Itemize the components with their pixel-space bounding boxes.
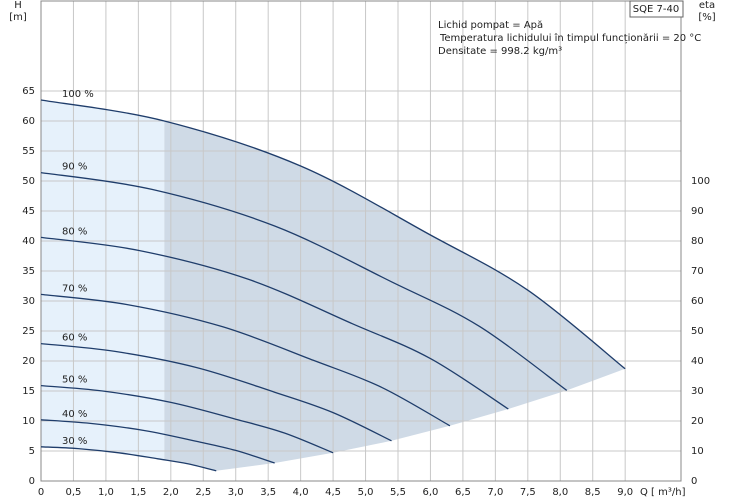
x-tick-label: 6,5	[455, 487, 471, 498]
y2-tick-label: 10	[691, 446, 704, 457]
curve-label: 90 %	[62, 162, 87, 173]
y-tick-label: 5	[29, 446, 35, 457]
y2-tick-label: 0	[691, 476, 697, 487]
speed-curve	[40, 99, 626, 370]
y-tick-label: 30	[22, 296, 35, 307]
title-box	[629, 0, 684, 18]
chart-title: SQE 7-40	[633, 4, 679, 15]
y2-axis-unit: [%]	[698, 12, 715, 23]
x-tick-label: 2,0	[163, 487, 179, 498]
y-tick-label: 0	[29, 476, 35, 487]
x-tick-label: 8,5	[585, 487, 601, 498]
speed-curve	[40, 171, 568, 391]
y2-tick-label: 60	[691, 296, 704, 307]
y2-axis-title: eta	[699, 0, 715, 11]
curve-label: 100 %	[62, 89, 94, 100]
y-tick-label: 15	[22, 386, 35, 397]
y2-tick-label: 20	[691, 416, 704, 427]
x-tick-label: 0	[38, 487, 44, 498]
y2-tick-label: 50	[691, 326, 704, 337]
x-tick-label: 3,0	[228, 487, 244, 498]
y-axis-title: H	[14, 0, 22, 11]
info-line: Temperatura lichidului în timpul funcțio…	[439, 32, 701, 44]
y-tick-label: 35	[22, 266, 35, 277]
x-tick-label: 0,5	[66, 487, 82, 498]
y2-tick-label: 100	[691, 176, 710, 187]
y2-tick-label: 80	[691, 236, 704, 247]
y2-tick-label: 40	[691, 356, 704, 367]
plot-frame	[40, 0, 682, 482]
y-tick-label: 10	[22, 416, 35, 427]
speed-curve	[40, 384, 334, 454]
x-tick-label: 8,0	[552, 487, 568, 498]
x-axis-title: Q [ m³/h]	[640, 487, 686, 498]
grid	[40, 1, 681, 482]
y-tick-label: 25	[22, 326, 35, 337]
x-tick-label: 4,5	[325, 487, 341, 498]
y-tick-label: 50	[22, 176, 35, 187]
curve-label: 60 %	[62, 333, 87, 344]
info-line: Lichid pompat = Apă	[438, 20, 543, 31]
x-tick-label: 4,0	[293, 487, 309, 498]
x-tick-label: 7,0	[487, 487, 503, 498]
x-tick-label: 2,5	[195, 487, 211, 498]
speed-curve	[40, 236, 509, 410]
curve-label: 30 %	[62, 436, 87, 447]
curve-label: 70 %	[62, 283, 87, 294]
x-tick-label: 7,5	[520, 487, 536, 498]
y2-tick-label: 30	[691, 386, 704, 397]
speed-curve	[40, 293, 451, 427]
speed-curve	[40, 419, 275, 464]
y-tick-label: 20	[22, 356, 35, 367]
y-axis-unit: [m]	[9, 12, 27, 23]
y-tick-label: 45	[22, 206, 35, 217]
info-line: Densitate = 998.2 kg/m³	[438, 46, 562, 57]
speed-curve	[40, 446, 217, 472]
y-tick-label: 40	[22, 236, 35, 247]
y-tick-label: 65	[22, 86, 35, 97]
speed-curve	[40, 342, 392, 442]
curve-label: 50 %	[62, 375, 87, 386]
x-tick-label: 1,0	[98, 487, 114, 498]
region-low-flow	[41, 100, 165, 471]
y2-tick-label: 90	[691, 206, 704, 217]
curve-label: 40 %	[62, 409, 87, 420]
x-tick-label: 3,5	[260, 487, 276, 498]
x-tick-label: 6,0	[422, 487, 438, 498]
x-tick-label: 5,0	[358, 487, 374, 498]
y-tick-label: 55	[22, 146, 35, 157]
x-tick-label: 5,5	[390, 487, 406, 498]
y2-tick-label: 70	[691, 266, 704, 277]
y-tick-label: 60	[22, 116, 35, 127]
curve-label: 80 %	[62, 226, 87, 237]
x-tick-label: 1,5	[130, 487, 146, 498]
x-tick-label: 9,0	[617, 487, 633, 498]
